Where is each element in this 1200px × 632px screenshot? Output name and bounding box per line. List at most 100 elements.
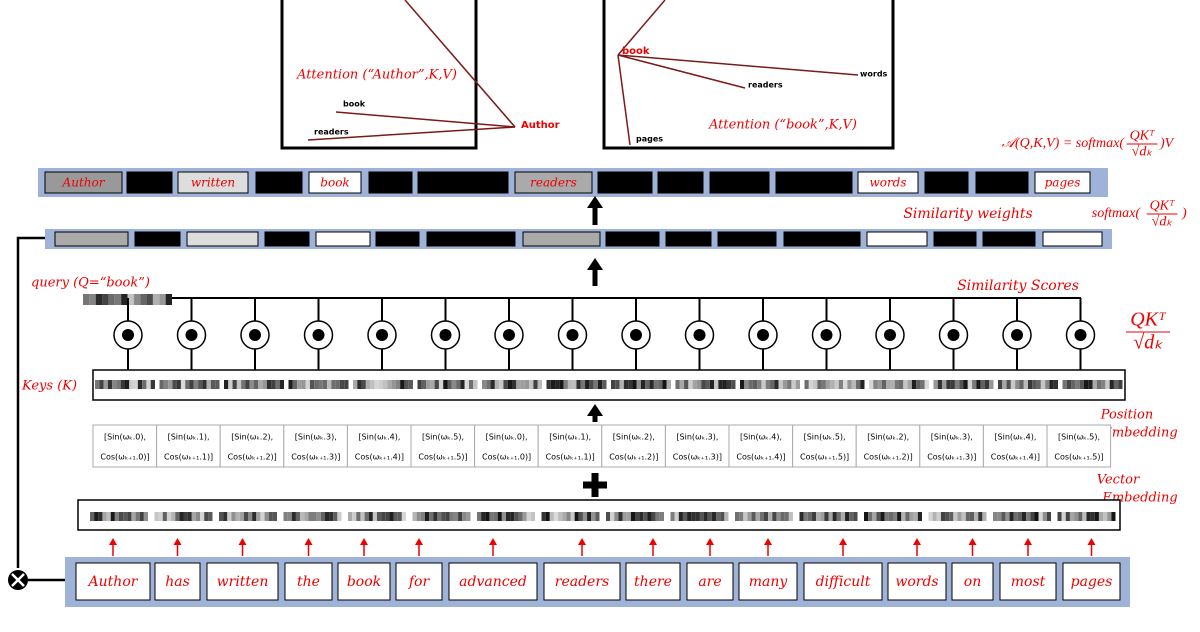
output-cell	[775, 171, 853, 194]
vector-cell	[838, 380, 844, 389]
vector-cell	[241, 380, 246, 389]
vector-cell	[747, 512, 752, 521]
vector-cell	[688, 380, 693, 389]
position-cell	[919, 424, 984, 468]
vector-cell	[331, 380, 336, 389]
input-token: most	[1011, 574, 1046, 590]
vector-cell	[567, 380, 573, 389]
vector-cell	[99, 380, 104, 389]
vector-cell	[275, 380, 280, 389]
vector-cell	[954, 380, 960, 389]
embed-arrow-head	[489, 538, 497, 545]
vector-cell	[615, 380, 620, 389]
vector-cell	[894, 380, 899, 389]
position-sin: [Sin(ωₖ.0),	[104, 433, 146, 442]
input-cell	[951, 562, 994, 601]
vector-cell	[364, 512, 369, 521]
vector-cell	[980, 380, 985, 389]
vector-cell	[458, 512, 463, 521]
vector-cell	[1028, 380, 1033, 389]
vector-cell	[1107, 512, 1112, 521]
position-cos: Cos(ωₖ₊₁.3)]	[927, 453, 976, 462]
vector-cell	[387, 380, 392, 389]
position-cos: Cos(ωₖ₊₁.2)]	[864, 453, 913, 462]
vector-cell	[501, 512, 506, 521]
position-cos: Cos(ωₖ₊₁.5)]	[800, 453, 849, 462]
vector-cell	[223, 512, 228, 521]
vector-cell	[372, 512, 377, 521]
vector-cell	[772, 512, 777, 521]
plus-sign	[583, 473, 607, 497]
dot-product-center	[566, 329, 579, 341]
vector-cell	[998, 380, 1003, 389]
vector-cell	[623, 380, 629, 389]
embed-arrow-head	[173, 538, 182, 545]
vector-cell	[344, 380, 349, 389]
vector-cell	[434, 380, 439, 389]
vector-cell	[324, 512, 330, 521]
weight-cell	[783, 231, 861, 247]
vector-cell	[337, 512, 342, 521]
vector-cell	[847, 380, 852, 389]
vector-cell	[283, 512, 288, 521]
vector-cell	[329, 512, 334, 521]
vector-cell	[984, 380, 990, 389]
vector-cell	[256, 512, 261, 521]
vector-cell	[159, 294, 166, 305]
vector-cell	[744, 380, 749, 389]
vector-cell	[901, 512, 906, 521]
vector-cell	[570, 512, 575, 521]
dot-product-center	[1074, 329, 1087, 341]
vector-cell	[537, 380, 542, 389]
position-cell	[346, 424, 412, 468]
vector-cell	[497, 512, 502, 521]
vector-cell	[655, 512, 660, 521]
dot-product-center	[312, 329, 325, 341]
vector-cell	[215, 380, 220, 389]
vector-cell	[204, 512, 209, 521]
position-sin: [Sin(ωₖ.4),	[740, 433, 782, 442]
position-cos: Cos(ωₖ₊₁.1)]	[164, 453, 213, 462]
vector-cell	[530, 512, 535, 521]
vector-cell	[412, 512, 417, 521]
vector-cell	[168, 380, 173, 389]
vector-cell	[268, 512, 273, 521]
vector-cell	[662, 380, 667, 389]
output-cell	[597, 171, 653, 194]
vector-cell	[834, 380, 839, 389]
input-token: are	[698, 574, 721, 590]
input-token: written	[217, 574, 269, 590]
vector-cell	[553, 512, 559, 521]
vector-cell	[1023, 380, 1028, 389]
vector-cell	[804, 380, 809, 389]
input-token: on	[964, 574, 981, 590]
vector-cell	[227, 512, 232, 521]
vector-cell	[606, 512, 611, 521]
output-cell	[417, 171, 509, 194]
vector-cell	[441, 512, 446, 521]
vector-cell	[591, 512, 596, 521]
vector-cell	[765, 380, 770, 389]
vector-cell	[928, 512, 933, 521]
vector-cell	[1032, 380, 1037, 389]
vector-cell	[171, 512, 176, 521]
attention-line	[617, 54, 746, 89]
vector-cell	[873, 380, 878, 389]
vector-cell	[888, 512, 893, 521]
vector-cell	[651, 512, 656, 521]
output-cell	[255, 171, 303, 194]
vector-cell	[264, 512, 269, 521]
skip-line	[16, 236, 45, 568]
vector-cell	[385, 512, 390, 521]
vector-cell	[610, 512, 615, 521]
panel-title: Attention (“book”,K,V)	[708, 118, 857, 133]
weights-label: Similarity weights	[903, 206, 1032, 222]
input-cell	[395, 562, 443, 601]
vector-cell	[682, 512, 688, 521]
vector-cell	[562, 512, 567, 521]
embed-arrow-head	[238, 538, 247, 545]
position-cos: Cos(ωₖ₊₁.2)]	[609, 453, 658, 462]
vector-cell	[778, 380, 783, 389]
vector-cell	[135, 512, 140, 521]
vector-cell	[643, 512, 648, 521]
